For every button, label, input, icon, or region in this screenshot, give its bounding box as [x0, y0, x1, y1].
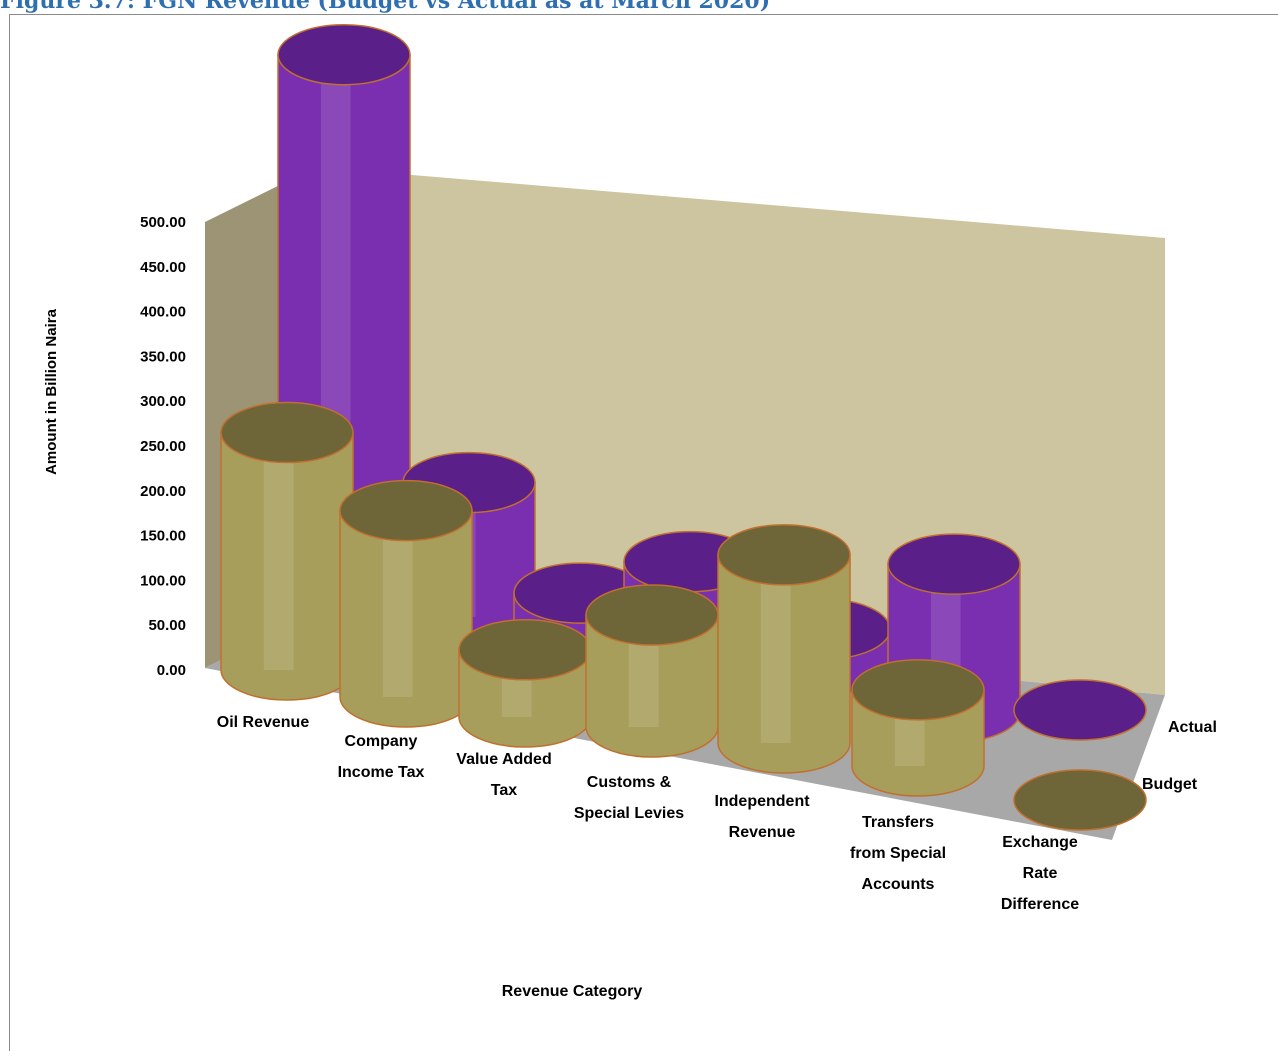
- y-tick-label: 150.00: [140, 528, 186, 545]
- y-tick-label: 500.00: [140, 214, 186, 231]
- depth-label: Actual: [1168, 719, 1217, 736]
- budget-bar-4-top: [717, 524, 851, 586]
- chart-frame: [9, 14, 1278, 1051]
- x-tick-label: Oil Revenue: [217, 714, 310, 731]
- y-tick-label: 350.00: [140, 348, 186, 365]
- budget-bar-6: [1013, 769, 1147, 831]
- chart-bars: [220, 24, 1147, 831]
- depth-axis-labels: Actual Budget: [1142, 719, 1217, 793]
- x-tick-label: Customs & Special Levies: [574, 774, 684, 822]
- budget-bar-4-body: [717, 554, 851, 774]
- y-tick-label: 50.00: [148, 617, 186, 634]
- actual-bar-6-top: [1013, 679, 1147, 741]
- budget-bar-2-top: [458, 619, 592, 681]
- budget-bar-4: [717, 524, 851, 774]
- budget-bar-0-highlight: [263, 432, 294, 670]
- y-tick-label: 0.00: [157, 662, 186, 679]
- y-tick-label: 200.00: [140, 483, 186, 500]
- budget-bar-0-top: [220, 401, 354, 464]
- budget-bar-4-highlight: [760, 554, 791, 743]
- budget-bar-5-top: [851, 659, 985, 721]
- y-tick-label: 400.00: [140, 304, 186, 321]
- y-axis-ticks: 500.00 450.00 400.00 350.00 300.00 250.00 200.…: [140, 214, 186, 679]
- depth-label: Budget: [1142, 776, 1198, 793]
- actual-bar-6: [1013, 679, 1147, 741]
- x-axis-title: Revenue Category: [502, 983, 643, 1000]
- budget-bar-6-top: [1013, 769, 1147, 831]
- x-tick-label: Value Added Tax: [456, 751, 551, 799]
- budget-bar-0: [220, 401, 354, 701]
- figure-title: Figure 3.7: FGN Revenue (Budget vs Actua…: [0, 0, 771, 14]
- x-tick-label: Company Income Tax: [338, 733, 425, 781]
- budget-bar-5: [851, 659, 985, 797]
- y-tick-label: 250.00: [140, 438, 186, 455]
- x-axis-category-labels: Oil Revenue Company Income Tax Value Added T…: [217, 714, 1079, 913]
- budget-bar-1-top: [339, 479, 473, 542]
- y-tick-label: 450.00: [140, 259, 186, 276]
- budget-bar-3: [585, 584, 719, 758]
- budget-bar-2: [458, 619, 592, 748]
- y-tick-label: 100.00: [140, 572, 186, 589]
- budget-bar-1: [339, 479, 473, 728]
- actual-bar-0-top: [277, 24, 411, 86]
- budget-bar-3-body: [585, 614, 719, 758]
- x-tick-label: Exchange Rate Difference: [1001, 834, 1079, 913]
- budget-bar-3-top: [585, 584, 719, 646]
- y-tick-label: 300.00: [140, 393, 186, 410]
- actual-bar-5-top: [887, 533, 1021, 595]
- y-axis-title: Amount in Billion Naira: [43, 308, 60, 474]
- budget-bar-1-highlight: [382, 510, 413, 697]
- x-tick-label: Independent Revenue: [714, 793, 810, 841]
- x-tick-label: Transfers from Special Accounts: [850, 814, 946, 893]
